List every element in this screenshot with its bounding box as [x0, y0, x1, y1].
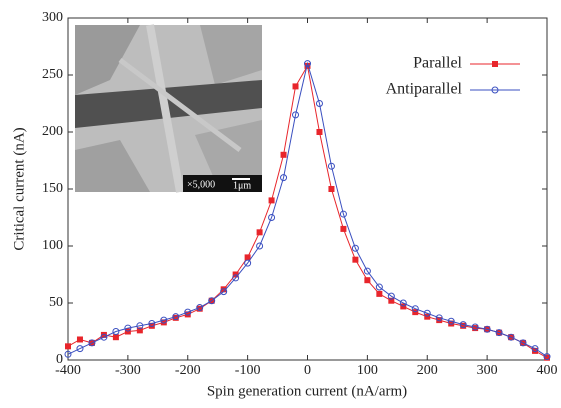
x-tick-label: -100 [235, 363, 261, 378]
x-tick-label: -300 [115, 363, 141, 378]
x-tick-label: 0 [304, 363, 311, 378]
x-tick-label: -200 [175, 363, 201, 378]
legend-label: Antiparallel [386, 81, 463, 98]
y-tick-label: 100 [42, 238, 63, 253]
inset-magnification: ×5,000 [187, 179, 215, 190]
inset-image [75, 25, 262, 192]
marker [328, 186, 334, 192]
inset-scale: 1μm [233, 180, 251, 191]
chart: ×5,000 1μm Spin generation current (nA/a… [0, 0, 561, 408]
marker [352, 257, 358, 263]
y-tick-label: 250 [42, 67, 63, 82]
x-tick-label: 300 [477, 363, 498, 378]
marker [269, 197, 275, 203]
marker [113, 334, 119, 340]
x-tick-label: 200 [417, 363, 438, 378]
legend-label: Parallel [413, 55, 462, 72]
marker [316, 129, 322, 135]
legend-marker [492, 61, 498, 67]
y-tick-label: 50 [49, 295, 63, 310]
x-tick-label: 400 [537, 363, 558, 378]
y-tick-label: 300 [42, 10, 63, 25]
marker [340, 226, 346, 232]
x-axis-label: Spin generation current (nA/arm) [207, 383, 407, 399]
marker [376, 291, 382, 297]
marker [364, 277, 370, 283]
y-tick-label: 0 [56, 352, 63, 367]
marker [293, 83, 299, 89]
marker [77, 336, 83, 342]
y-tick-label: 200 [42, 124, 63, 139]
y-tick-label: 150 [42, 181, 63, 196]
marker [257, 229, 263, 235]
y-axis-label: Critical current (nA) [11, 127, 27, 250]
marker [281, 152, 287, 158]
marker [65, 343, 71, 349]
x-tick-label: 100 [357, 363, 378, 378]
